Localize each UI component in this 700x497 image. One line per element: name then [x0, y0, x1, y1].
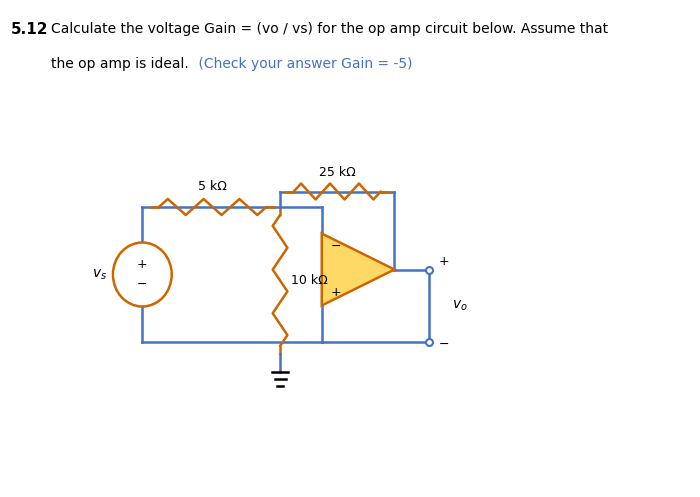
Text: the op amp is ideal.: the op amp is ideal.: [50, 57, 188, 71]
Text: +: +: [331, 286, 342, 299]
Text: +: +: [137, 258, 148, 271]
Text: 10 kΩ: 10 kΩ: [291, 274, 328, 287]
Text: −: −: [137, 278, 148, 291]
Text: Calculate the voltage Gain = (vo / vs) for the op amp circuit below. Assume that: Calculate the voltage Gain = (vo / vs) f…: [50, 22, 608, 36]
Text: $v_s$: $v_s$: [92, 267, 107, 282]
Text: $v_o$: $v_o$: [452, 299, 468, 313]
Text: 25 kΩ: 25 kΩ: [319, 166, 356, 179]
Polygon shape: [322, 234, 395, 306]
Text: 5.12: 5.12: [11, 22, 48, 37]
Text: +: +: [438, 255, 449, 268]
Text: −: −: [331, 240, 342, 253]
Text: 5 kΩ: 5 kΩ: [198, 180, 227, 193]
Circle shape: [113, 243, 172, 307]
Text: (Check your answer Gain = -5): (Check your answer Gain = -5): [194, 57, 412, 71]
Text: −: −: [438, 337, 449, 350]
